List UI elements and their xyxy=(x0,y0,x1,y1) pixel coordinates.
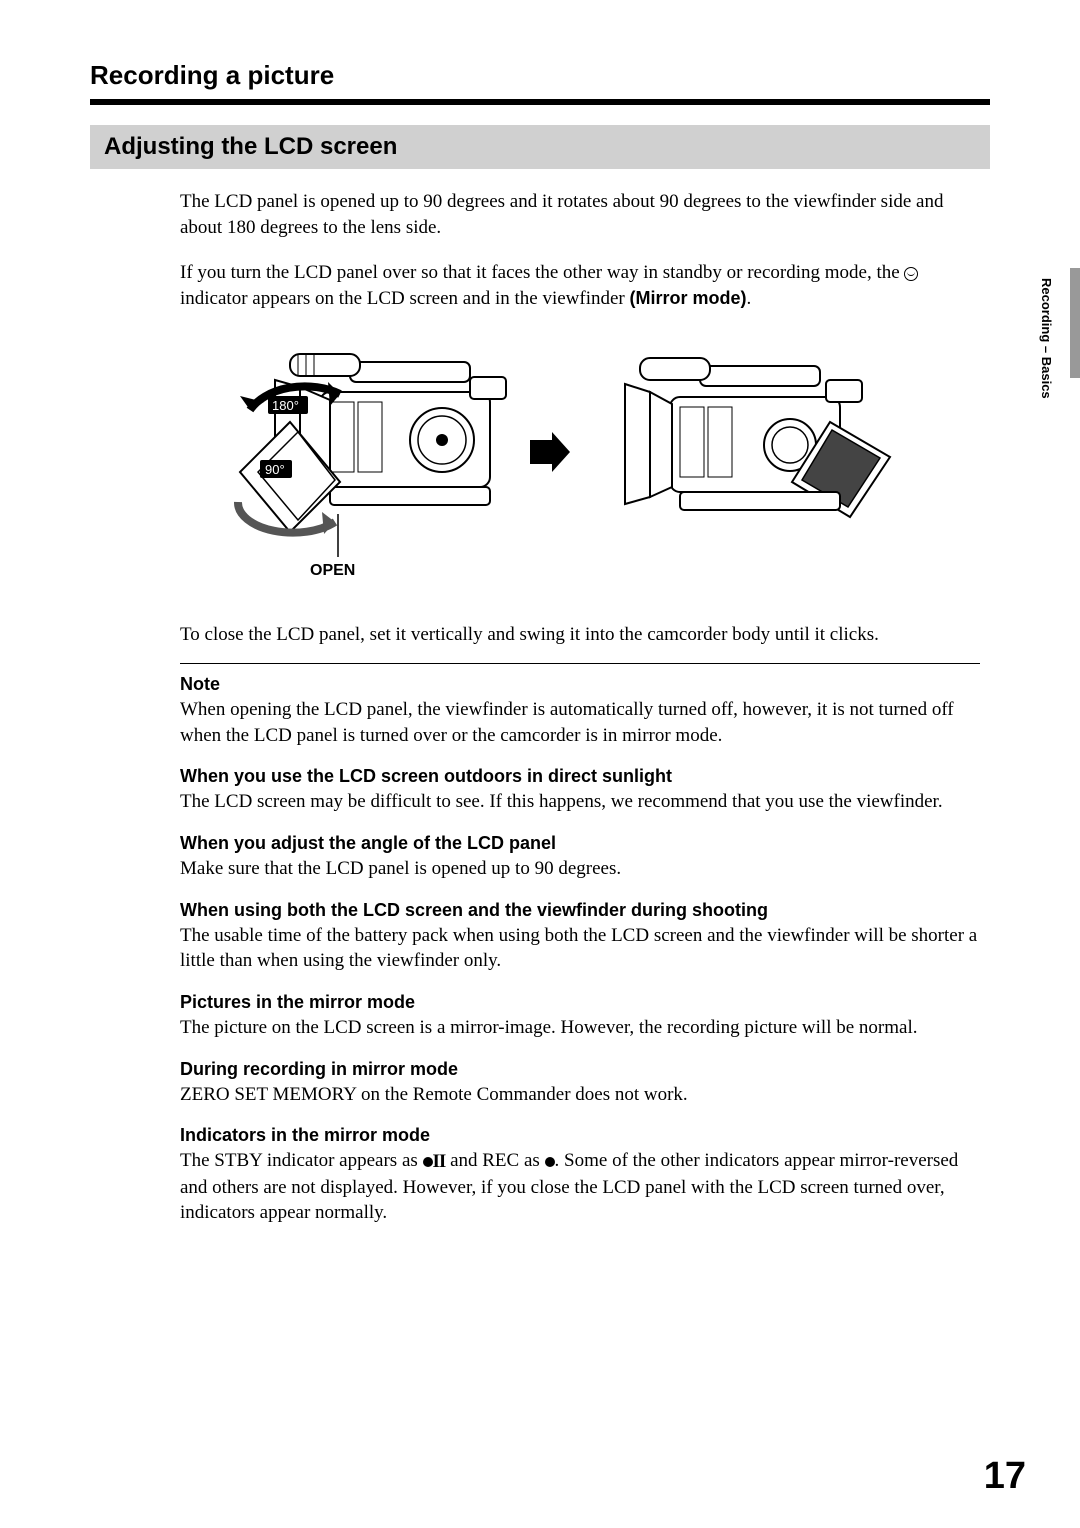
sub-title: When you use the LCD screen outdoors in … xyxy=(180,766,980,787)
subsection-both: When using both the LCD screen and the v… xyxy=(180,900,980,974)
mirror-mode-label: (Mirror mode) xyxy=(630,288,747,308)
side-tab xyxy=(1070,268,1080,378)
figure: 180° 180° 90° 90° OPEN xyxy=(180,332,980,592)
subsection-recording-mirror: During recording in mirror mode ZERO SET… xyxy=(180,1059,980,1108)
sub-body: ZERO SET MEMORY on the Remote Commander … xyxy=(180,1082,980,1108)
subsection-note: Note When opening the LCD panel, the vie… xyxy=(180,674,980,748)
pause-icon: II xyxy=(433,1149,446,1175)
sub-body: The picture on the LCD screen is a mirro… xyxy=(180,1015,980,1041)
intro-2d: . xyxy=(747,288,752,309)
body-block: The LCD panel is opened up to 90 degrees… xyxy=(180,189,980,1226)
intro-paragraph-2: If you turn the LCD panel over so that i… xyxy=(180,260,980,311)
sub-title: Pictures in the mirror mode xyxy=(180,992,980,1013)
close-lcd-text: To close the LCD panel, set it verticall… xyxy=(180,622,980,648)
sub-body: The LCD screen may be difficult to see. … xyxy=(180,789,980,815)
intro-2b: indicator appears on the LCD screen and … xyxy=(180,288,630,309)
svg-text:180°: 180° xyxy=(272,398,299,413)
ind-a: The STBY indicator appears as xyxy=(180,1150,423,1171)
rec-dot-icon xyxy=(545,1157,555,1167)
rec-dot-icon xyxy=(423,1157,433,1167)
camcorder-right-illustration xyxy=(580,342,920,552)
sub-title: When you adjust the angle of the LCD pan… xyxy=(180,833,980,854)
intro-2a: If you turn the LCD panel over so that i… xyxy=(180,262,904,283)
sub-body: The STBY indicator appears as II and REC… xyxy=(180,1148,980,1226)
transition-arrow-icon xyxy=(530,432,570,472)
page-title: Recording a picture xyxy=(90,60,990,91)
title-rule xyxy=(90,99,990,105)
ind-b: and REC as xyxy=(445,1150,544,1171)
sub-title: During recording in mirror mode xyxy=(180,1059,980,1080)
subsection-angle: When you adjust the angle of the LCD pan… xyxy=(180,833,980,882)
page-number: 17 xyxy=(984,1455,1026,1498)
intro-paragraph-1: The LCD panel is opened up to 90 degrees… xyxy=(180,189,980,240)
subsection-pictures-mirror: Pictures in the mirror mode The picture … xyxy=(180,992,980,1041)
camcorder-left-illustration: 180° 180° 90° 90° xyxy=(180,332,510,562)
section-banner: Adjusting the LCD screen xyxy=(90,125,990,169)
side-label: Recording – Basics xyxy=(1039,278,1054,399)
sub-title: Indicators in the mirror mode xyxy=(180,1125,980,1146)
svg-text:90°: 90° xyxy=(265,462,285,477)
sub-body: Make sure that the LCD panel is opened u… xyxy=(180,856,980,882)
open-label: OPEN xyxy=(310,562,355,580)
subsection-sunlight: When you use the LCD screen outdoors in … xyxy=(180,766,980,815)
sub-title: When using both the LCD screen and the v… xyxy=(180,900,980,921)
sub-title: Note xyxy=(180,674,980,695)
divider xyxy=(180,663,980,664)
sub-body: The usable time of the battery pack when… xyxy=(180,923,980,974)
mirror-mode-icon xyxy=(904,267,918,281)
sub-body: When opening the LCD panel, the viewfind… xyxy=(180,697,980,748)
subsection-indicators-mirror: Indicators in the mirror mode The STBY i… xyxy=(180,1125,980,1226)
